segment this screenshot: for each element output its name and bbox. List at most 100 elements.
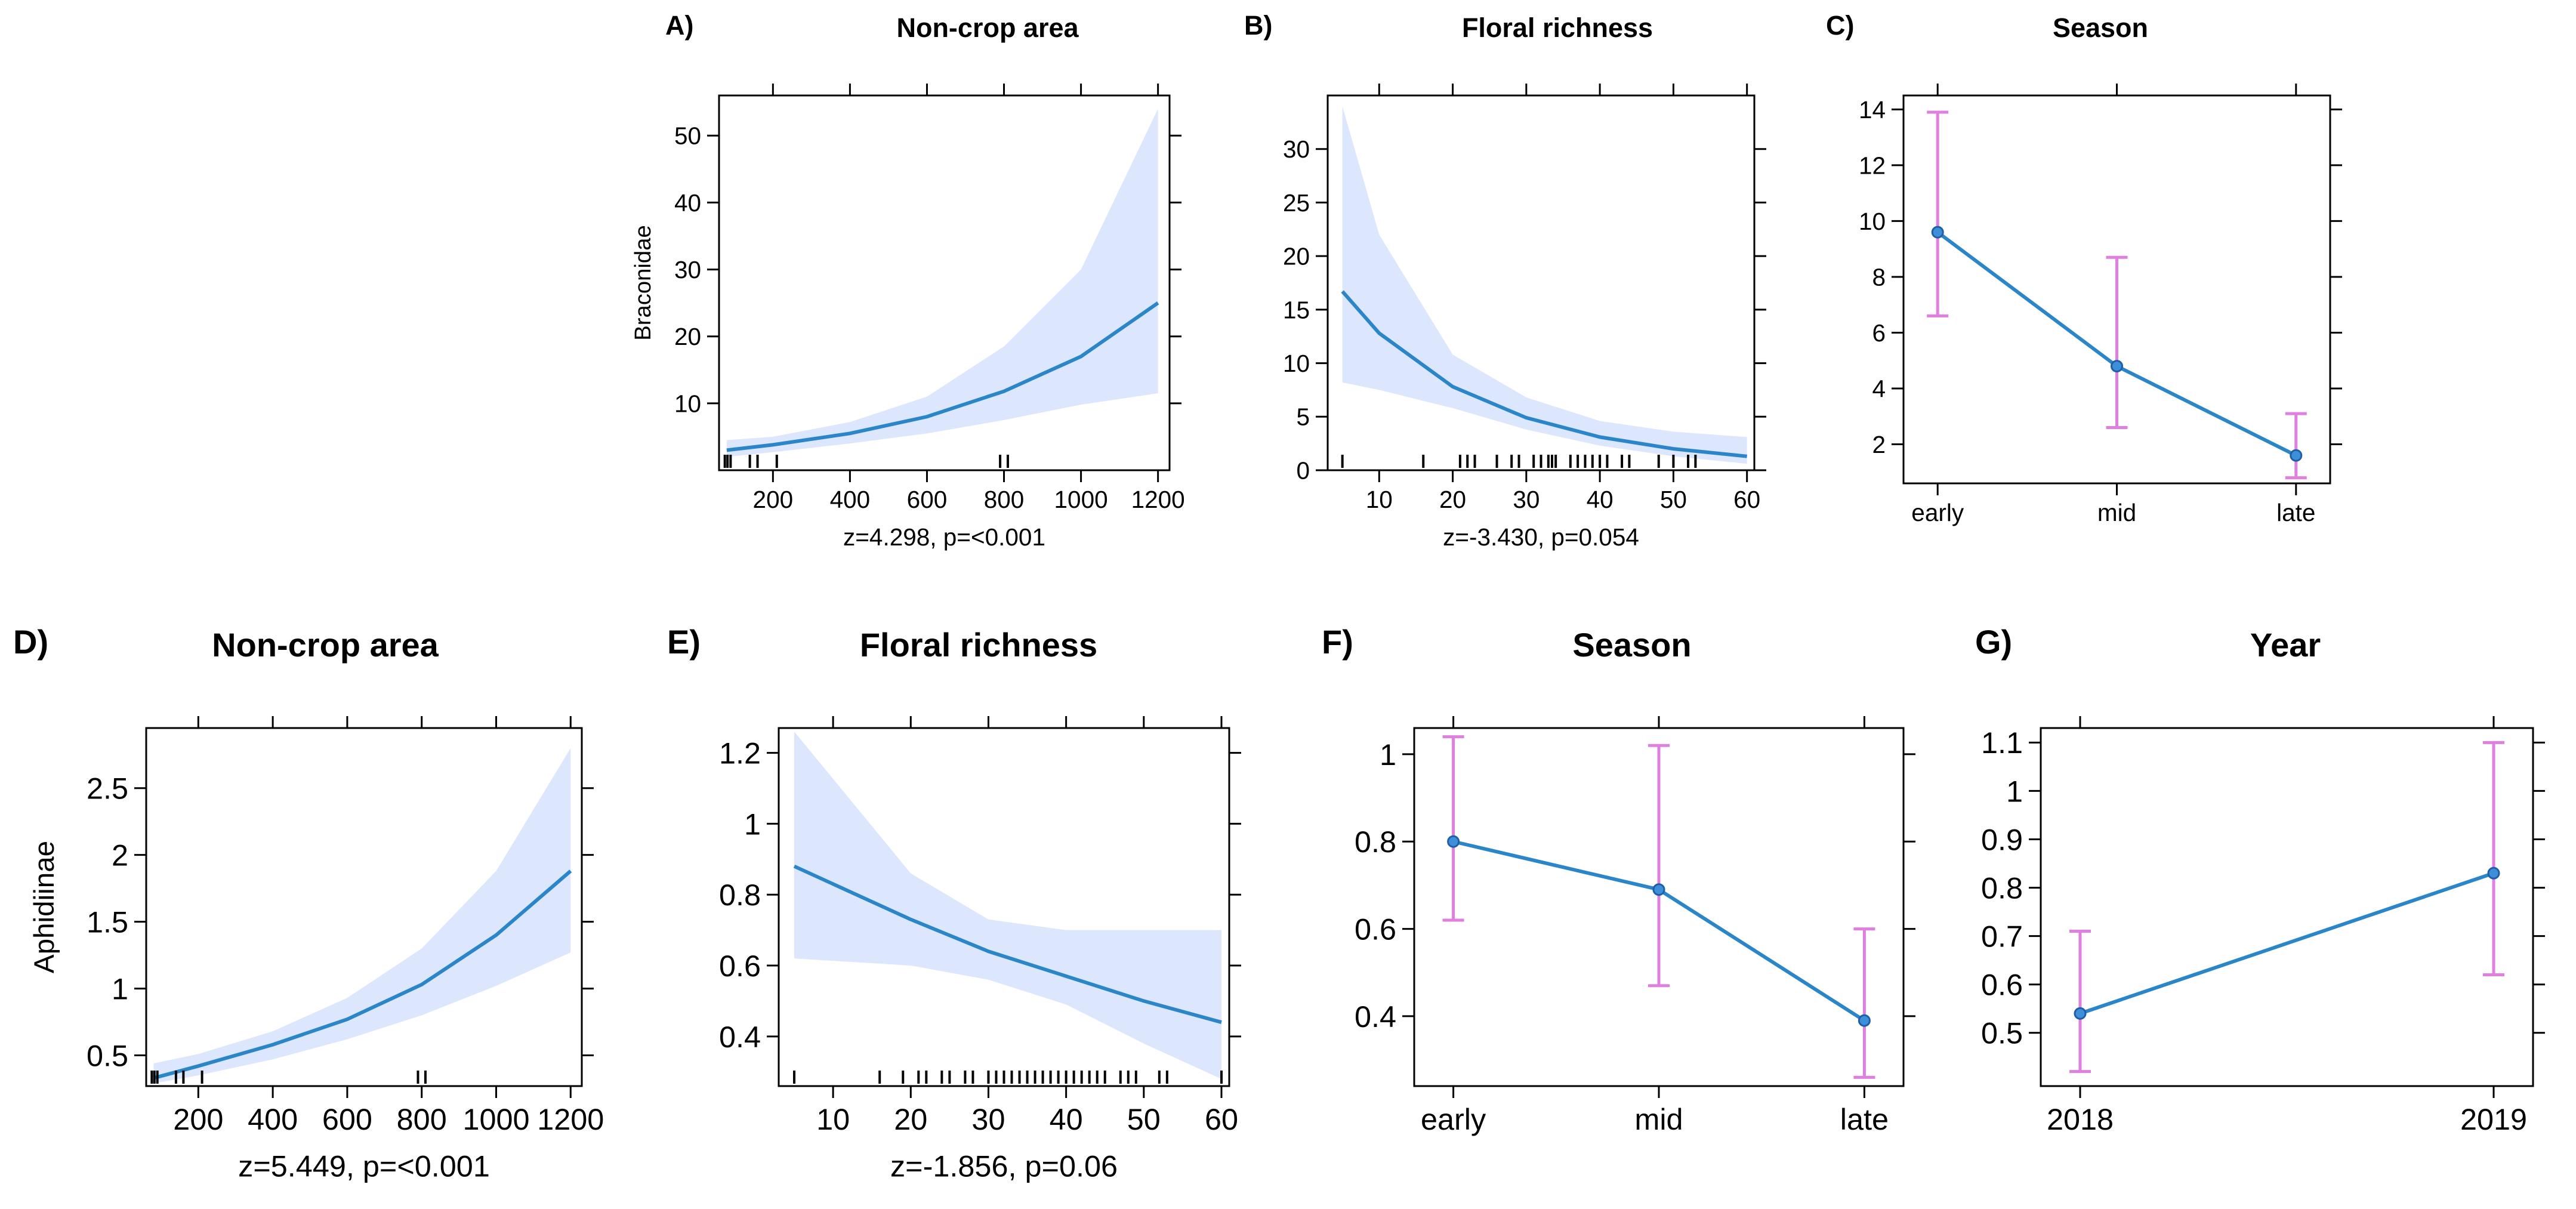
- confidence-band: [726, 109, 1158, 457]
- y-tick-label: 0.4: [1355, 1000, 1396, 1034]
- panel-c: C) Season early mid late 2 4 6 8 10 12 14: [1826, 10, 2342, 526]
- y-tick-label: 50: [674, 122, 701, 150]
- y-tick-label: 0.6: [1981, 968, 2023, 1002]
- y-tick-label: 1: [1380, 738, 1396, 772]
- panel-label: E): [667, 623, 701, 661]
- y-tick-label: 4: [1872, 375, 1886, 402]
- y-tick-label: 10: [1859, 208, 1886, 235]
- panel-a: A) Non-crop area 200 400 600 800 1000 1200 10 20 3…: [630, 10, 1185, 551]
- plot-frame: [718, 94, 1171, 471]
- data-point: [1858, 1014, 1871, 1027]
- panel-label: C): [1826, 10, 1854, 41]
- panel-title: Non-crop area: [212, 626, 439, 664]
- x-tick-label: 20: [1439, 486, 1466, 513]
- y-tick-label: 2: [112, 838, 128, 872]
- panel-e: E) Floral richness 10 20 30 40 50 60 0.4 0.6 0.8 1 1…: [667, 623, 1241, 1183]
- panel-label: B): [1244, 10, 1272, 41]
- y-tick-label: 10: [674, 390, 701, 417]
- data-point: [2290, 449, 2303, 462]
- y-tick-label: 20: [674, 323, 701, 350]
- y-tick-label: 25: [1283, 189, 1310, 217]
- fit-line: [153, 869, 572, 1080]
- y-tick-label: 1.1: [1981, 726, 2023, 760]
- x-tick-label: 1000: [462, 1102, 529, 1136]
- x-tick-label: 10: [816, 1102, 850, 1136]
- fit-line: [726, 301, 1159, 452]
- x-tick-label: 600: [907, 486, 948, 513]
- plot-frame: [2040, 727, 2534, 1087]
- y-tick-label: 0.7: [1981, 920, 2023, 954]
- y-tick-label: 8: [1872, 263, 1886, 291]
- y-tick-label: 0.8: [719, 878, 761, 912]
- data-point: [1447, 835, 1460, 848]
- y-tick-label: 15: [1283, 296, 1310, 323]
- panel-g: G) Year 2018 2019 0.5 0.6 0.7 0.8 0.9 1 1.1: [1975, 623, 2545, 1136]
- stat-caption: z=-3.430, p=0.054: [1443, 523, 1639, 551]
- x-tick-label: 10: [1366, 486, 1393, 513]
- panel-title: Season: [1572, 626, 1691, 664]
- y-tick-label: 1: [112, 971, 128, 1006]
- x-tick-label: 800: [397, 1102, 447, 1136]
- y-axis-label: Aphidiinae: [29, 841, 60, 973]
- y-tick-label: 6: [1872, 319, 1886, 347]
- x-tick-label: 50: [1127, 1102, 1161, 1136]
- x-tick-label: early: [1911, 499, 1964, 526]
- panel-title: Non-crop area: [896, 13, 1079, 43]
- x-tick-label: mid: [2097, 499, 2136, 526]
- panel-label: A): [665, 10, 693, 41]
- x-tick-label: 60: [1733, 486, 1760, 513]
- y-tick-label: 0.4: [719, 1020, 761, 1054]
- panel-b: B) Floral richness 10 20 30 40 50 60 0 5 10 15 20 25 3…: [1244, 10, 1766, 551]
- plot-frame: [1326, 94, 1756, 471]
- x-tick-label: mid: [1634, 1102, 1683, 1136]
- y-tick-label: 5: [1296, 403, 1310, 431]
- x-tick-label: 200: [173, 1102, 223, 1136]
- y-tick-label: 2.5: [87, 772, 128, 806]
- y-tick-label: 30: [1283, 135, 1310, 163]
- panel-f: F) Season early mid late 0.4 0.6 0.8 1: [1322, 623, 1915, 1136]
- y-tick-label: 0.5: [87, 1038, 128, 1072]
- x-tick-label: 2018: [2047, 1102, 2114, 1136]
- y-tick-label: 0: [1296, 457, 1310, 484]
- stat-caption: z=4.298, p=<0.001: [843, 523, 1045, 551]
- data-point: [1652, 883, 1665, 896]
- y-tick-label: 1: [2006, 774, 2023, 808]
- panel-label: D): [13, 623, 48, 661]
- confidence-band: [153, 748, 571, 1084]
- x-tick-label: 1200: [1131, 486, 1185, 513]
- x-tick-label: 600: [322, 1102, 372, 1136]
- y-tick-label: 1.5: [87, 905, 128, 939]
- panel-title: Year: [2250, 626, 2321, 664]
- x-tick-label: 30: [971, 1102, 1005, 1136]
- panel-title: Floral richness: [1462, 13, 1653, 43]
- x-tick-label: 800: [984, 486, 1025, 513]
- y-tick-label: 0.6: [1355, 912, 1396, 946]
- confidence-band: [794, 731, 1221, 1080]
- x-tick-label: late: [2276, 499, 2315, 526]
- y-tick-label: 20: [1283, 243, 1310, 270]
- x-tick-label: 400: [248, 1102, 298, 1136]
- y-tick-label: 1.2: [719, 736, 761, 770]
- data-point: [2074, 1007, 2087, 1020]
- x-tick-label: 50: [1660, 486, 1687, 513]
- fit-line: [793, 864, 1222, 1024]
- x-tick-label: 30: [1513, 486, 1540, 513]
- y-axis-label: Braconidae: [630, 225, 656, 341]
- data-point: [2487, 866, 2500, 880]
- y-tick-label: 0.8: [1355, 825, 1396, 859]
- panel-title: Floral richness: [860, 626, 1097, 664]
- x-tick-label: 1200: [537, 1102, 604, 1136]
- y-tick-label: 0.6: [719, 949, 761, 983]
- x-tick-label: 200: [753, 486, 794, 513]
- y-tick-label: 40: [674, 189, 701, 217]
- plot-frame: [145, 727, 583, 1087]
- x-tick-label: 20: [894, 1102, 927, 1136]
- y-tick-label: 1: [744, 807, 761, 841]
- effect-line: [2080, 871, 2494, 1016]
- x-tick-label: 40: [1050, 1102, 1083, 1136]
- x-tick-label: 2019: [2460, 1102, 2527, 1136]
- panel-d: D) Non-crop area 200 400 600 800 1000 1200 0.5 1 1…: [13, 623, 604, 1183]
- x-tick-label: early: [1421, 1102, 1486, 1136]
- data-point: [1931, 226, 1944, 239]
